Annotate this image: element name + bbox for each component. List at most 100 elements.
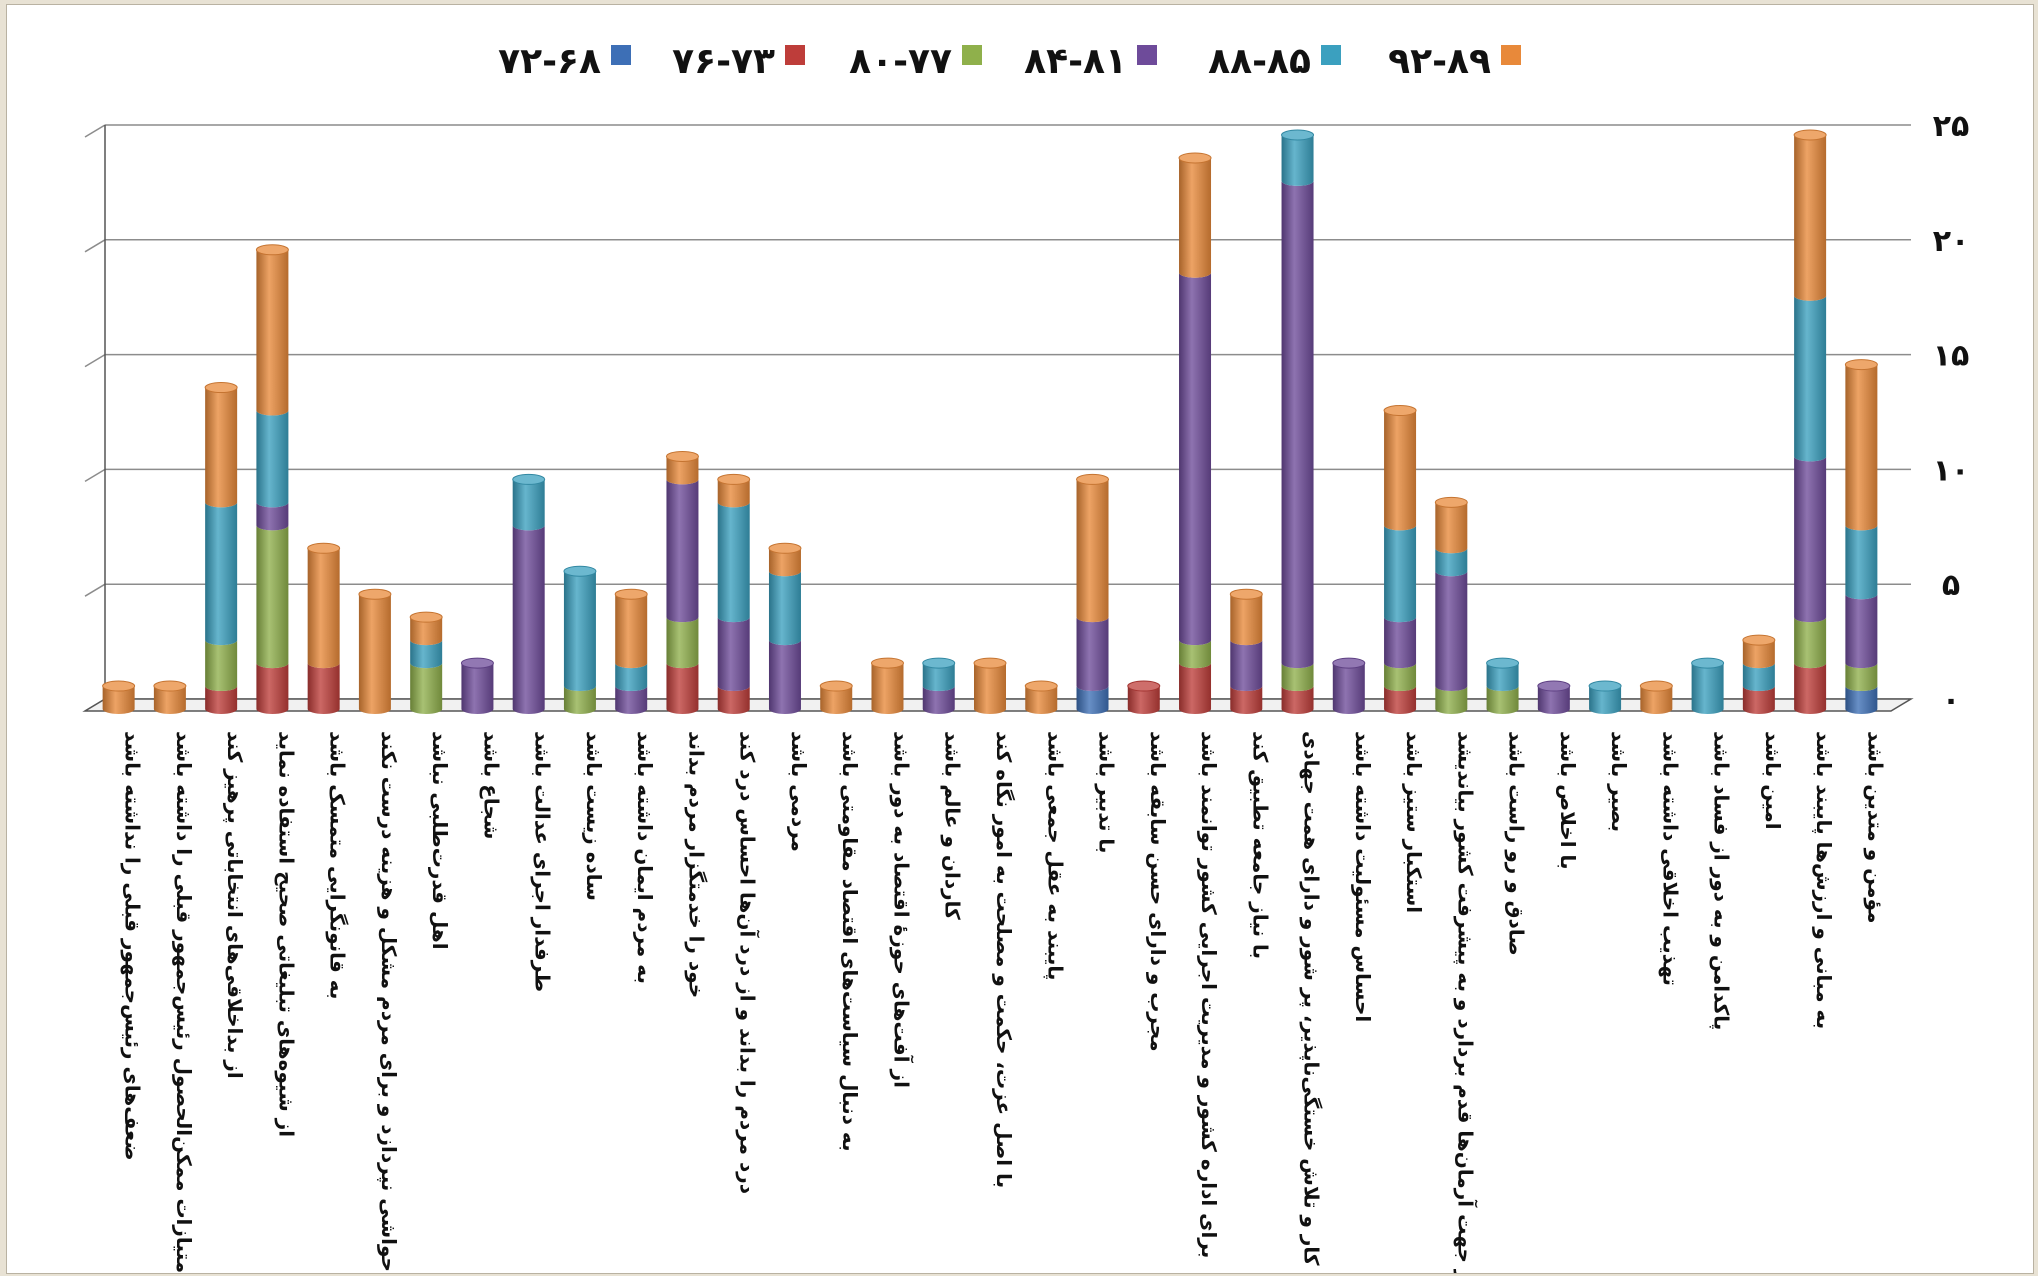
bar-segment xyxy=(512,525,545,714)
legend-swatch xyxy=(1137,45,1157,65)
bar-segment xyxy=(1794,456,1827,623)
category-label: استکبار ستیز باشد xyxy=(1402,731,1426,913)
bar-top-cap xyxy=(1486,657,1520,669)
category-label: احساس مسئولیت داشته باشد xyxy=(1351,731,1375,1022)
gridlines xyxy=(84,124,1911,712)
bar-segment xyxy=(615,663,648,692)
bar-top-cap xyxy=(1076,473,1110,485)
bar-segment xyxy=(1845,686,1878,714)
bar-top-cap xyxy=(512,473,546,485)
bar-segment xyxy=(205,502,238,646)
bar-segment xyxy=(1127,686,1160,714)
bar-top-cap xyxy=(255,244,289,256)
bar-segment xyxy=(717,502,750,623)
bar-segment xyxy=(1384,617,1417,669)
bar-top-cap xyxy=(1691,657,1725,669)
legend-label: ۹۲-۸۹ xyxy=(1388,41,1491,82)
bar-segment xyxy=(717,479,750,508)
category-label: امین باشد xyxy=(1761,731,1785,830)
legend-swatch xyxy=(1321,45,1341,65)
gridline-side xyxy=(84,468,106,483)
bar-top-cap xyxy=(358,588,392,600)
bar-segment xyxy=(1179,640,1212,669)
bar-top-cap xyxy=(717,473,751,485)
bar-top-cap xyxy=(1332,657,1366,669)
category-label: از بداخلاقی‌های انتخاباتی پرهیز کند xyxy=(222,731,247,1079)
bar-top-cap xyxy=(1281,129,1315,141)
bar-segment xyxy=(1794,663,1827,714)
category-label: پایبند به عقل جمعی باشد xyxy=(1042,731,1067,980)
category-label: مؤمن و متدین باشد xyxy=(1863,731,1887,923)
bar-top-cap xyxy=(1178,152,1212,164)
bar-top-cap xyxy=(1024,680,1058,692)
bar-top-cap xyxy=(307,542,341,554)
y-tick-label: ۰ xyxy=(1942,683,1960,718)
bar-segment xyxy=(1486,686,1519,714)
category-label: به حواشی نپردازد و برای مردم مشکل و هزین… xyxy=(376,731,401,1273)
bar-segment xyxy=(666,617,699,669)
bar-segment xyxy=(922,663,955,692)
bar-segment xyxy=(1179,663,1212,714)
category-label: با تدبیر باشد xyxy=(1095,731,1119,853)
bar-segment xyxy=(307,548,340,669)
gridline-side xyxy=(84,583,106,597)
bar-top-cap xyxy=(870,657,904,669)
y-tick-label: ۵ xyxy=(1942,568,1960,603)
bar-segment xyxy=(1281,686,1314,714)
bar-top-cap xyxy=(563,565,597,577)
legend-label: ۸۸-۸۵ xyxy=(1208,41,1311,82)
category-label: مردمی باشد xyxy=(787,731,811,852)
stacked-bar-chart: ۰ ۵ ۱۰ ۱۵ ۲۰ ۲۵ ضعف‌های رئیس‌جمهور قبلی را ند… xyxy=(82,41,1970,1273)
bar-top-cap xyxy=(204,382,238,394)
category-label: از آفت‌های حوزهٔ اقتصاد به دور باشد xyxy=(889,731,914,1088)
y-tick-label: ۲۵ xyxy=(1933,109,1970,144)
bar-segment xyxy=(615,686,648,714)
bar-segment xyxy=(1691,663,1724,714)
bar-segment xyxy=(1589,686,1622,714)
bar-top-cap xyxy=(1127,680,1161,692)
bar-segment xyxy=(717,617,750,692)
bar-segment xyxy=(768,640,801,714)
bar-segment xyxy=(1076,617,1109,692)
bar-segment xyxy=(1435,548,1468,577)
bar-segment xyxy=(153,686,186,714)
bar-top-cap xyxy=(1434,496,1468,508)
bar-segment xyxy=(820,686,853,714)
bar-top-cap xyxy=(409,611,443,623)
legend-label: ۷۲-۶۸ xyxy=(498,41,601,82)
category-label: با اخلاص باشد xyxy=(1556,731,1580,870)
bar-segment xyxy=(717,686,750,714)
bar-segment xyxy=(1025,686,1058,714)
bar-segment xyxy=(1230,640,1263,692)
bars xyxy=(102,129,1878,714)
bar-top-cap xyxy=(1793,129,1827,141)
bar-segment xyxy=(256,410,289,508)
bar-segment xyxy=(1845,663,1878,692)
category-label: مجرب و دارای حسن سابقه باشد xyxy=(1146,731,1170,1052)
bar-segment xyxy=(1486,663,1519,692)
bar-segment xyxy=(1076,686,1109,714)
bar-segment xyxy=(512,479,545,531)
bar-segment xyxy=(205,640,238,692)
bar-segment xyxy=(1742,640,1775,669)
category-label: از شیوه‌های تبلیغاتی صحیح استفاده نماید xyxy=(274,731,298,1137)
gridline-side xyxy=(84,124,106,138)
bar-segment xyxy=(1537,686,1570,714)
category-label: کاردان و عالم باشد xyxy=(941,731,965,920)
category-label: به مبانی و ارزش‌ها پایبند باشد xyxy=(1811,731,1836,1029)
y-tick-label: ۲۰ xyxy=(1933,224,1970,259)
y-tick-label: ۱۵ xyxy=(1933,339,1970,374)
bar-top-cap xyxy=(614,588,648,600)
bar-top-cap xyxy=(1844,359,1878,371)
bar-segment xyxy=(1179,272,1212,646)
bar-segment xyxy=(307,663,340,714)
category-label: اهل قدرت‌طلبی نباشد xyxy=(428,731,452,950)
bar-top-cap xyxy=(1383,405,1417,417)
category-label: ساده زیست باشد xyxy=(582,731,606,901)
bar-segment xyxy=(1332,663,1365,714)
category-label: به دنبال سیاست‌های اقتصاد مقاومتی باشد xyxy=(838,731,862,1151)
bar-top-cap xyxy=(768,542,802,554)
bar-segment xyxy=(256,249,289,416)
category-label: در جهت آرمان‌ها قدم بردارد و به پیشرفت ک… xyxy=(1452,731,1478,1273)
bar-segment xyxy=(1794,617,1827,669)
